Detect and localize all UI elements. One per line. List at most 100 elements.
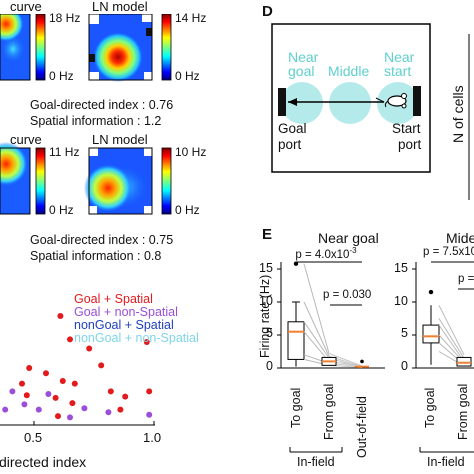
label-near-goal-1: Near: [288, 49, 319, 65]
scatter-point-s0-6: [43, 370, 49, 377]
scatter-tick-label-0.5: 0.5: [24, 430, 43, 445]
ln-model-title-top: LN model: [92, 0, 148, 14]
goal-index-bottom: Goal-directed index : 0.75: [30, 233, 174, 247]
p-value-1: pp = 4.0x10-3: [295, 246, 357, 261]
cb4-max-label: 10 Hz: [175, 145, 207, 159]
paired-line-2: [303, 321, 330, 359]
cb2-max-label: 14 Hz: [175, 11, 207, 25]
label-near-goal-2: goal: [288, 63, 315, 79]
scatter-point-s1-4: [21, 401, 28, 408]
cb4-min-label: 0 Hz: [175, 203, 200, 217]
scatter-point-s0-0: [57, 313, 64, 319]
box-marks: [287, 261, 472, 368]
cb1-min-label: 0 Hz: [49, 69, 74, 83]
outlier-2: [428, 289, 434, 295]
scatter-point-s0-17: [19, 380, 25, 387]
cb2-min-label: 0 Hz: [175, 69, 200, 83]
label-start-port-2: port: [398, 137, 422, 152]
scatter-point-s0-15: [117, 406, 124, 413]
spatial-info-bottom: Spatial information : 0.8: [30, 249, 162, 263]
scatter-point-s1-6: [45, 391, 52, 397]
y-tick-10: 10: [259, 294, 273, 308]
label-start-port-1: Start: [392, 121, 421, 136]
y-tick-5-b: 5: [401, 326, 408, 340]
p-value-2: p = 0.030: [323, 289, 372, 301]
rat-icon: [375, 93, 407, 109]
p-value-3: p = 7.5x10: [423, 246, 474, 258]
spatial-info-top: Spatial information : 1.2: [30, 114, 162, 128]
cb3-max-label: 11 Hz: [49, 145, 80, 159]
paired-line-2-1: [438, 318, 465, 359]
scatter-point-s1-5: [35, 406, 42, 413]
box-to-goal-2: [422, 324, 440, 344]
legend-goal-nonspatial: Goal + non-Spatial: [74, 305, 178, 319]
panel-e-letter: E: [262, 226, 273, 243]
colorbar-3: [35, 147, 46, 215]
track-diagram: [271, 23, 470, 200]
scatter-point-s0-16: [55, 413, 61, 420]
scatter-point-s0-5: [26, 365, 33, 371]
goal-port-icon: [278, 88, 286, 116]
ln-model-title-bottom: LN model: [92, 132, 148, 147]
y-tick-15: 15: [259, 261, 273, 275]
label-near-start-1: Near: [384, 49, 415, 65]
scatter-point-s0-11: [52, 394, 59, 401]
heatmap-ln-top: [88, 14, 153, 82]
panel-d-letter: D: [262, 3, 273, 20]
paired-line-0: [303, 263, 330, 354]
label-middle: Middle: [328, 63, 370, 79]
label-near-start-2: start: [384, 63, 412, 79]
scatter-point-s1-11: [67, 414, 73, 421]
paired-line-out-0: [328, 353, 363, 367]
xcat-to-goal-2: To goal: [423, 387, 437, 428]
y-tick-0-b: 0: [401, 359, 408, 373]
scatter-xlabel: directed index: [0, 454, 87, 470]
y-tick-10-b: 10: [394, 294, 408, 308]
middle-title: Mide: [446, 230, 474, 246]
legend-goal-spatial: Goal + Spatial: [74, 292, 153, 306]
scatter-plot: [0, 313, 155, 426]
scatter-point-s0-10: [23, 392, 30, 399]
near-goal-title: Near goal: [318, 230, 379, 246]
zone-middle: [329, 82, 371, 124]
scatter-point-s0-1: [67, 336, 73, 343]
scatter-point-s0-12: [69, 400, 76, 407]
cb3-min-label: 0 Hz: [49, 203, 74, 217]
heatmap-ln-bottom: [84, 147, 153, 215]
paired-line-2-0: [438, 305, 465, 356]
y-tick-15-b: 15: [394, 261, 408, 275]
colorbar-1: [35, 14, 46, 81]
legend-nongoal-nonspatial: nonGoal + non-Spatial: [74, 331, 199, 345]
heatmaps-svg: [0, 14, 172, 215]
heatmap-tuning-bottom: [0, 142, 31, 215]
cb1-max-label: 18 Hz: [49, 11, 81, 25]
paired-line-3: [303, 331, 330, 362]
infield-label-2: In-field: [427, 455, 465, 469]
scatter-point-s0-7: [59, 378, 66, 384]
scatter-point-s0-14: [146, 388, 153, 395]
scatter-point-s0-2: [86, 345, 93, 352]
scatter-point-s0-13: [122, 393, 129, 400]
label-goal-port-2: port: [278, 137, 302, 152]
scatter-point-s0-4: [98, 362, 105, 369]
outlier-0: [293, 261, 299, 266]
xcat-from-goal: From goal: [322, 383, 336, 440]
start-port-icon: [413, 86, 421, 116]
tuning-curve-title-top: curve: [10, 0, 42, 14]
legend-nongoal-spatial: nonGoal + Spatial: [74, 318, 174, 332]
tuning-curve-title-bottom: curve: [10, 132, 42, 147]
scatter-points: [2, 313, 153, 421]
scatter-point-s1-10: [2, 406, 9, 413]
scatter-point-s0-9: [107, 388, 114, 395]
scatter-point-s0-8: [71, 380, 78, 387]
goal-index-top: Goal-directed index : 0.76: [30, 98, 174, 112]
scatter-point-s1-7: [81, 405, 88, 412]
paired-line-2-2: [438, 324, 465, 362]
scatter-point-s0-3: [143, 339, 150, 345]
scatter-point-s1-8: [105, 409, 112, 416]
paired-line-1: [303, 301, 330, 357]
scatter-tick-label-1.0: 1.0: [143, 430, 162, 445]
p-value-4: p = 0: [458, 273, 474, 285]
colorbar-2: [161, 14, 172, 81]
